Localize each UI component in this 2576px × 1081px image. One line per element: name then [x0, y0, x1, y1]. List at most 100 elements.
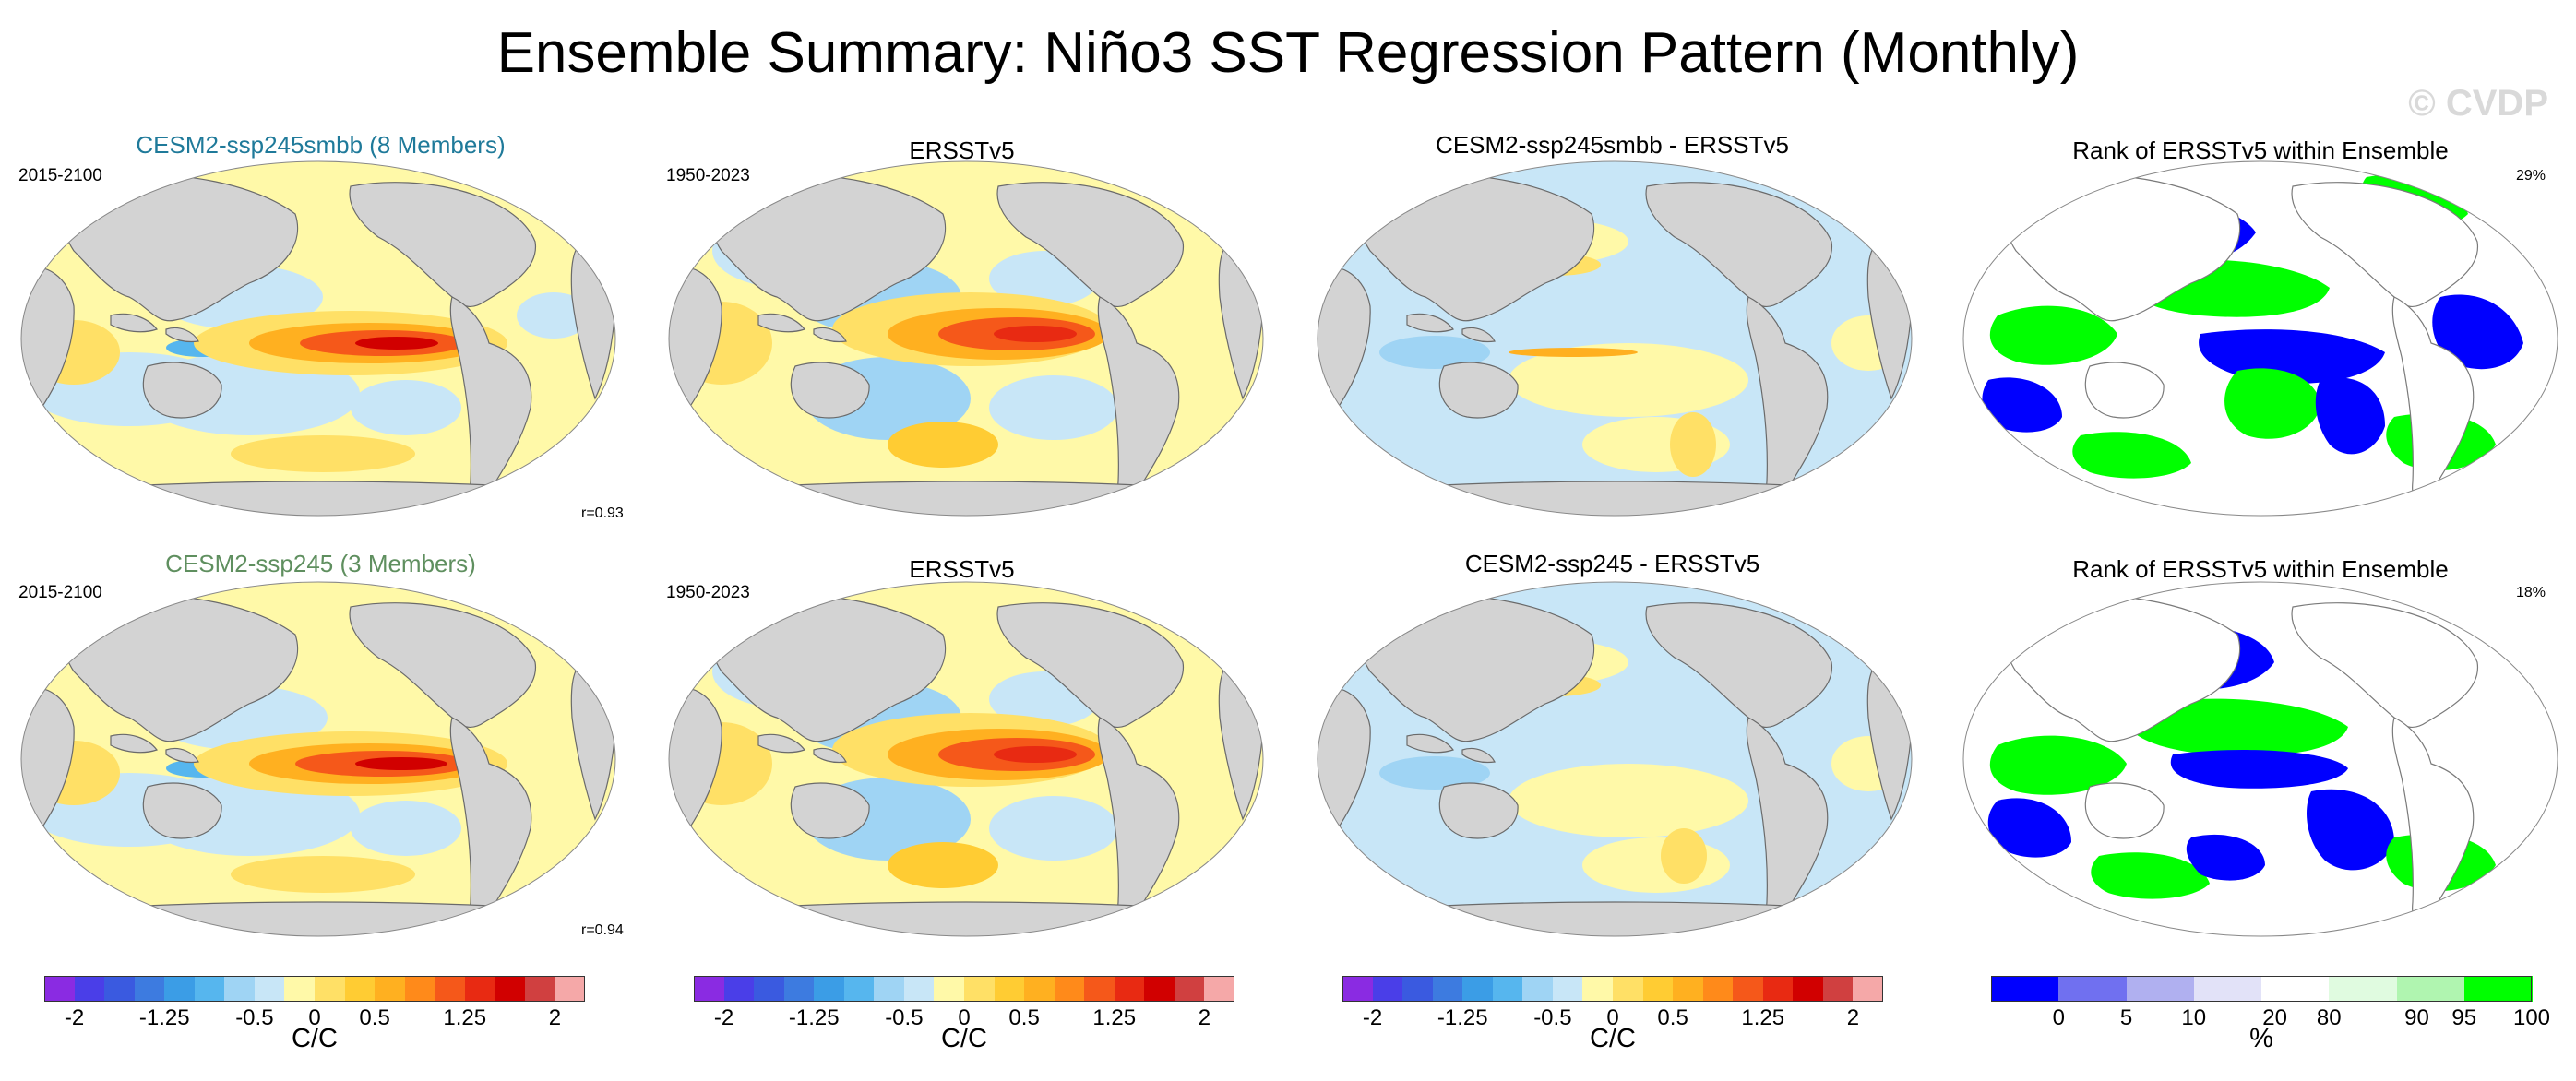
regression-colorbar-swatch — [1582, 976, 1614, 1002]
regression-colorbar-swatch — [1853, 976, 1884, 1002]
regression-colorbar-swatch — [1144, 976, 1175, 1002]
regression-colorbar-swatch — [1432, 976, 1463, 1002]
colorbar-units-2: C/C — [941, 1024, 987, 1053]
regression-colorbar-swatch — [104, 976, 136, 1002]
cvdp-watermark: © CVDP — [2408, 83, 2548, 124]
regression-colorbar-tick-label: -0.5 — [235, 1005, 274, 1030]
regression-colorbar-swatch — [783, 976, 815, 1002]
regression-colorbar-tick-label: 0.5 — [1657, 1005, 1688, 1030]
regression-colorbar-tick-label: 2 — [1198, 1005, 1211, 1030]
regression-colorbar-swatch — [1372, 976, 1403, 1002]
rank-map-row2 — [1962, 581, 2558, 937]
regression-colorbar-swatch — [723, 976, 755, 1002]
rank-colorbar-swatch — [2463, 976, 2533, 1002]
ensemble-map-row2 — [20, 581, 616, 937]
regression-colorbar-swatch — [843, 976, 875, 1002]
regression-colorbar-swatch — [903, 976, 935, 1002]
ensemble-map-row1 — [20, 160, 616, 517]
regression-colorbar-swatch — [1552, 976, 1583, 1002]
regression-colorbar-swatch — [1084, 976, 1115, 1002]
rank-colorbar-tick-label: 80 — [2316, 1005, 2342, 1030]
rank-colorbar-swatch — [2396, 976, 2465, 1002]
diff-title-row2: CESM2-ssp245 - ERSSTv5 — [1464, 550, 1760, 577]
regression-colorbar-swatch — [164, 976, 196, 1002]
regression-colorbar-swatch — [1342, 976, 1374, 1002]
diff-title-row1: CESM2-ssp245smbb - ERSSTv5 — [1436, 131, 1789, 159]
regression-colorbar-tick-label: 0 — [1606, 1005, 1619, 1030]
regression-colorbar-swatch — [404, 976, 435, 1002]
main-title: Ensemble Summary: Niño3 SST Regression P… — [496, 21, 2080, 85]
regression-colorbar-swatch — [1462, 976, 1494, 1002]
regression-colorbar-swatch — [1613, 976, 1644, 1002]
rank-colorbar-tick-label: 0 — [2052, 1005, 2065, 1030]
regression-colorbar-swatch — [254, 976, 285, 1002]
rank-title-row1: Rank of ERSSTv5 within Ensemble — [2072, 137, 2449, 164]
regression-colorbar-swatch — [1762, 976, 1794, 1002]
rank-colorbar-tick-label: 95 — [2451, 1005, 2477, 1030]
regression-colorbar-swatch — [814, 976, 845, 1002]
regression-colorbar-swatch — [1673, 976, 1704, 1002]
regression-colorbar-swatch — [1402, 976, 1434, 1002]
regression-colorbar-tick-label: 1.25 — [443, 1005, 487, 1030]
regression-colorbar-tick-label: 1.25 — [1741, 1005, 1785, 1030]
regression-colorbar-swatch — [464, 976, 495, 1002]
regression-colorbar-swatch — [934, 976, 965, 1002]
rank-colorbar-swatch — [2058, 976, 2127, 1002]
regression-colorbar-swatch — [1204, 976, 1235, 1002]
ensemble-title-row1: CESM2-ssp245smbb (8 Members) — [136, 131, 506, 159]
regression-colorbar-tick-label: 0.5 — [359, 1005, 390, 1030]
regression-colorbar-2: -2 -1.25 -0.5 0 0.5 1.25 2 — [694, 976, 1235, 1030]
obs-map-row1 — [668, 160, 1264, 517]
regression-colorbar-swatch — [994, 976, 1025, 1002]
obs-title-row1: ERSSTv5 — [909, 137, 1015, 164]
rank-percent-row1: 29% — [2516, 168, 2546, 184]
correlation-row2: r=0.94 — [581, 922, 624, 938]
regression-colorbar-swatch — [1642, 976, 1674, 1002]
ensemble-period-row1: 2015-2100 — [18, 166, 102, 185]
ensemble-period-row2: 2015-2100 — [18, 583, 102, 602]
regression-colorbar-swatch — [1174, 976, 1205, 1002]
correlation-row1: r=0.93 — [581, 505, 624, 521]
regression-colorbar-swatch — [1054, 976, 1085, 1002]
rank-colorbar: 0 5 10 20 80 90 95 100 — [1991, 976, 2550, 1030]
regression-colorbar-swatch — [1024, 976, 1055, 1002]
regression-colorbar-tick-label: -0.5 — [1533, 1005, 1572, 1030]
regression-colorbar-swatch — [1492, 976, 1523, 1002]
regression-colorbar-swatch — [284, 976, 316, 1002]
rank-map-row1 — [1962, 160, 2558, 517]
rank-colorbar-swatch — [2261, 976, 2330, 1002]
regression-colorbar-tick-label: -1.25 — [1437, 1005, 1488, 1030]
regression-colorbar-swatch — [1733, 976, 1764, 1002]
regression-colorbar-tick-label: -2 — [713, 1005, 734, 1030]
regression-colorbar-swatch — [315, 976, 346, 1002]
rank-colorbar-units: % — [2249, 1024, 2273, 1053]
regression-colorbar-tick-label: -1.25 — [138, 1005, 190, 1030]
regression-colorbar-swatch — [1522, 976, 1554, 1002]
rank-colorbar-swatch — [2329, 976, 2397, 1002]
regression-colorbar-3: -2 -1.25 -0.5 0 0.5 1.25 2 — [1342, 976, 1884, 1030]
regression-colorbar-swatch — [134, 976, 165, 1002]
regression-colorbar-tick-label: 0 — [308, 1005, 321, 1030]
rank-percent-row2: 18% — [2516, 585, 2546, 600]
rank-colorbar-swatch — [2193, 976, 2262, 1002]
regression-colorbar-swatch — [495, 976, 526, 1002]
regression-colorbar-swatch — [964, 976, 996, 1002]
regression-colorbar-swatch — [1793, 976, 1824, 1002]
regression-colorbar-swatch — [1702, 976, 1734, 1002]
diff-map-row1 — [1317, 160, 1913, 517]
regression-colorbar-swatch — [1822, 976, 1854, 1002]
rank-colorbar-swatch — [2126, 976, 2195, 1002]
regression-colorbar-swatch — [224, 976, 256, 1002]
regression-colorbar-swatch — [375, 976, 406, 1002]
rank-colorbar-tick-label: 5 — [2119, 1005, 2133, 1030]
rank-colorbar-tick-label: 100 — [2512, 1005, 2551, 1030]
colorbar-units-3: C/C — [1590, 1024, 1636, 1053]
obs-period-row2: 1950-2023 — [666, 583, 750, 602]
diff-map-row2 — [1317, 581, 1913, 937]
regression-colorbar-tick-label: 0.5 — [1008, 1005, 1040, 1030]
regression-colorbar-swatch — [44, 976, 76, 1002]
regression-colorbar-1: -2 -1.25 -0.5 0 0.5 1.25 2 — [44, 976, 586, 1030]
rank-colorbar-tick-label: 90 — [2404, 1005, 2429, 1030]
regression-colorbar-tick-label: -1.25 — [788, 1005, 840, 1030]
colorbar-units-1: C/C — [292, 1024, 338, 1053]
